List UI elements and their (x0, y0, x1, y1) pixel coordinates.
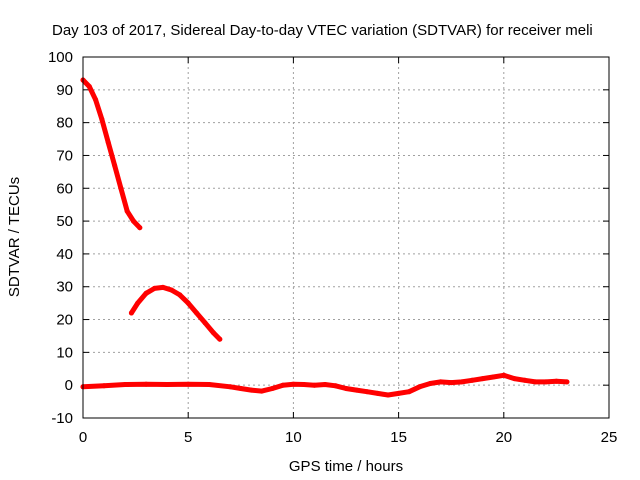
x-tick-label: 15 (390, 429, 407, 446)
y-tick-label: 0 (65, 377, 73, 394)
data-point (459, 379, 465, 385)
data-point (210, 330, 216, 336)
y-tick-label: 20 (56, 312, 73, 329)
data-point (143, 381, 149, 387)
data-point (135, 300, 141, 306)
y-tick-label: -10 (51, 410, 73, 427)
data-point (438, 379, 444, 385)
data-point (99, 116, 105, 122)
x-tick-label: 25 (601, 429, 618, 446)
data-point (160, 284, 166, 290)
x-tick-label: 10 (285, 429, 302, 446)
data-point (105, 139, 111, 145)
data-point (417, 384, 423, 390)
y-tick-label: 80 (56, 115, 73, 132)
data-point (501, 372, 507, 378)
data-point (532, 379, 538, 385)
data-point (93, 97, 99, 103)
data-point (137, 225, 143, 231)
data-point (248, 387, 254, 393)
data-point (490, 374, 496, 380)
data-point (385, 392, 391, 398)
chart-title: Day 103 of 2017, Sidereal Day-to-day VTE… (52, 22, 593, 39)
data-point (131, 218, 136, 224)
data-point (227, 384, 233, 390)
x-tick-label: 0 (79, 429, 87, 446)
data-point (269, 386, 275, 391)
data-point (301, 382, 307, 387)
y-tick-label: 10 (56, 344, 73, 361)
data-point (480, 376, 486, 382)
data-point (118, 185, 124, 191)
x-tick-label: 20 (495, 429, 512, 446)
y-tick-label: 70 (56, 147, 73, 164)
y-tick-label: 100 (48, 49, 73, 66)
data-point (511, 376, 517, 382)
data-point (194, 310, 200, 316)
data-point (202, 320, 208, 326)
data-point (128, 310, 134, 316)
data-point (311, 382, 317, 388)
y-tick-label: 30 (56, 279, 73, 296)
data-point (469, 377, 475, 383)
data-point (406, 389, 412, 395)
data-point (185, 381, 191, 387)
y-axis-label: SDTVAR / TECUs (6, 177, 23, 297)
data-point (522, 377, 528, 383)
data-point (364, 389, 370, 395)
data-point (122, 382, 128, 387)
data-point (564, 379, 570, 385)
data-point (427, 381, 433, 386)
data-point (343, 386, 349, 391)
data-point (280, 382, 286, 388)
ticks-layer: -10 0 10 20 30 40 50 60 70 80 90 100 0 5 10 15 20 25 (48, 49, 617, 446)
data-point (217, 336, 223, 342)
data-point (86, 84, 92, 89)
data-point (185, 300, 191, 306)
data-point (101, 383, 107, 389)
data-point (396, 390, 402, 396)
x-tick-label: 5 (184, 429, 192, 446)
series-line-baseline (80, 372, 570, 398)
y-tick-label: 40 (56, 246, 73, 263)
data-point (375, 390, 381, 396)
data-point (143, 290, 149, 296)
series-line-satellite-arc-1 (80, 77, 143, 231)
data-point (152, 285, 157, 291)
data-point (543, 379, 549, 385)
data-point (124, 208, 130, 214)
data-point (448, 380, 454, 386)
y-tick-label: 60 (56, 180, 73, 197)
data-point (290, 381, 296, 387)
data-point (238, 386, 244, 391)
data-point (112, 162, 118, 168)
data-point (553, 378, 559, 384)
data-point (177, 292, 183, 298)
data-point (259, 388, 265, 394)
data-point (168, 287, 174, 293)
grid-layer (83, 57, 609, 418)
plot-frame (82, 56, 610, 419)
series-layer (80, 77, 570, 398)
data-point (322, 382, 328, 387)
data-point (164, 382, 170, 387)
x-axis-label: GPS time / hours (289, 458, 403, 475)
data-point (354, 387, 359, 393)
data-point (333, 383, 338, 389)
data-point (206, 382, 212, 387)
y-tick-label: 50 (56, 213, 73, 230)
y-tick-label: 90 (56, 82, 73, 99)
